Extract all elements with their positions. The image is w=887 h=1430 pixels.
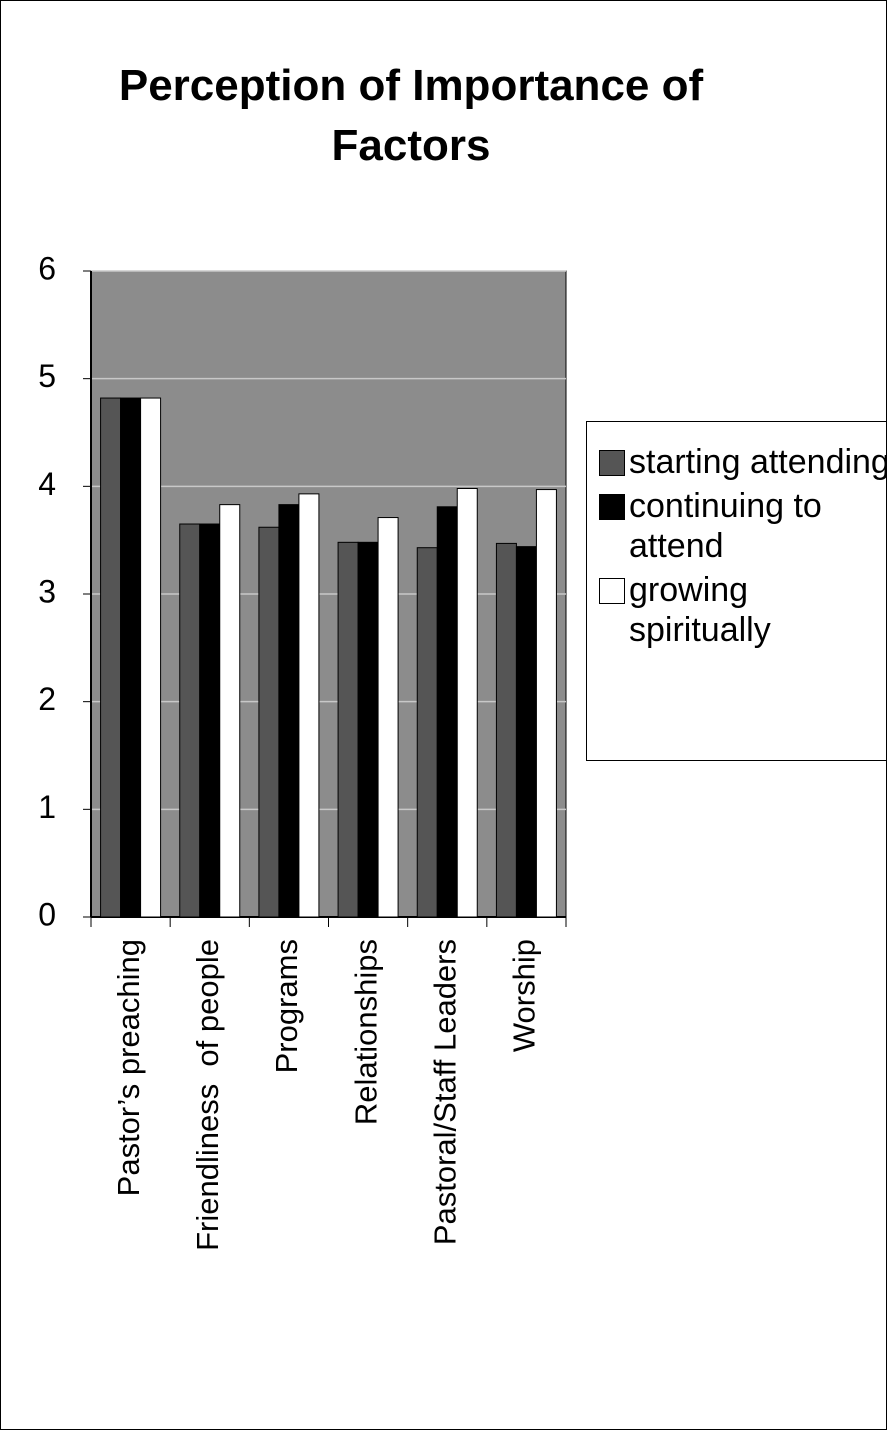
y-tick-label: 5 [38, 358, 56, 394]
bar [141, 398, 161, 917]
x-tick-label: Friendliness of people [190, 939, 225, 1251]
bar [378, 518, 398, 917]
bar [259, 527, 279, 917]
x-tick-label: Worship [507, 939, 542, 1052]
x-tick-label: Relationships [348, 939, 383, 1125]
legend-label: continuing to attend [629, 486, 887, 566]
bar [101, 398, 121, 917]
bar [220, 505, 240, 917]
y-tick-label: 2 [38, 681, 56, 717]
chart-title: Perception of Importance of Factors [61, 56, 761, 176]
legend-item: continuing to attend [599, 486, 887, 566]
bar [457, 488, 477, 917]
bar [180, 524, 200, 917]
bar [496, 543, 516, 917]
y-tick-label: 1 [38, 789, 56, 825]
legend-item: starting attending [599, 442, 887, 482]
y-tick-label: 0 [38, 896, 56, 932]
legend-item: growing spiritually [599, 570, 887, 650]
legend-swatch [599, 578, 625, 604]
y-tick-label: 3 [38, 573, 56, 609]
bar [516, 547, 536, 917]
legend-swatch [599, 450, 625, 476]
page: 0 1 2 3 4 5 6 Pastor’s preaching Friendliness of… [0, 0, 887, 1430]
x-tick-label: Programs [269, 939, 304, 1073]
bar [299, 494, 319, 917]
legend-swatch [599, 494, 625, 520]
bar [536, 490, 556, 917]
y-tick-label: 4 [38, 466, 56, 502]
legend-label: growing spiritually [629, 570, 887, 650]
x-tick-label: Pastor’s preaching [111, 939, 146, 1196]
bar [338, 542, 358, 917]
bar [417, 548, 437, 917]
x-tick-label: Pastoral/Staff Leaders [427, 939, 462, 1245]
bar [121, 398, 141, 917]
bar [358, 542, 378, 917]
bar [437, 507, 457, 917]
y-tick-label: 6 [38, 250, 56, 286]
legend-label: starting attending [629, 442, 887, 482]
bar [279, 505, 299, 917]
bar [200, 524, 220, 917]
